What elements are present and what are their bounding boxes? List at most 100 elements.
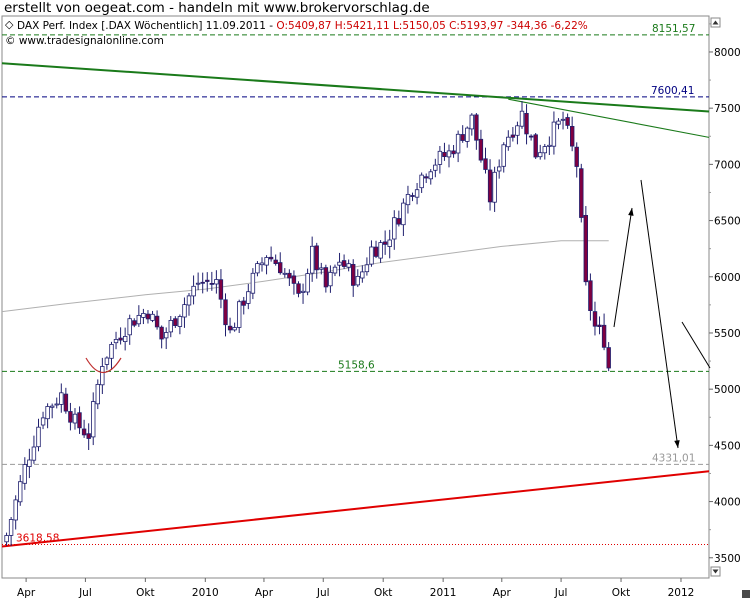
x-tick-label: Jul [78, 587, 92, 599]
candle-body [200, 281, 205, 284]
candle-body [223, 299, 228, 326]
candle-body [127, 318, 132, 336]
candle-body [487, 169, 493, 203]
y-tick-label: 7000 [714, 159, 741, 171]
candle-body [510, 134, 516, 138]
x-tick-label: Okt [612, 587, 630, 599]
x-tick-label: Apr [493, 587, 512, 599]
candle-body [214, 279, 219, 285]
candle-body [570, 126, 575, 147]
candle-body [419, 174, 424, 189]
x-tick-label: Apr [255, 587, 274, 599]
y-tick-label: 5500 [714, 328, 741, 340]
candle-body [13, 499, 18, 521]
level-label: 8151,57 [652, 23, 695, 35]
y-axis: 3500 4000 4500 5000 5500 6000 6500 7000 7500 8000 [709, 23, 741, 565]
candle-body [519, 110, 525, 127]
candle-body [145, 313, 151, 320]
candle-body [159, 326, 164, 340]
candle-body [118, 337, 123, 341]
candle-body [551, 121, 557, 147]
candle-body [428, 171, 433, 180]
candle-body [154, 315, 160, 328]
candle-body [141, 312, 146, 318]
candle-body [337, 261, 342, 266]
candle-body [277, 262, 283, 274]
forecast-up-arrow [613, 207, 633, 328]
candle-body [332, 266, 338, 274]
candles-layer [4, 101, 611, 547]
candle-body [168, 319, 173, 333]
candle-body [565, 117, 570, 126]
trendline-layer [1, 62, 710, 548]
candle-body [583, 214, 588, 283]
candle-body [63, 393, 69, 412]
level-label: 7600,41 [651, 85, 694, 97]
candle-body [538, 152, 543, 158]
scroll-down-button[interactable] [710, 566, 721, 577]
banner-title: erstellt von oegeat.com - handeln mit ww… [4, 0, 430, 16]
candle-body [173, 318, 178, 327]
candle-body [50, 405, 55, 408]
candle-body [433, 164, 438, 171]
candle-body [483, 158, 488, 170]
candle-body [22, 464, 27, 484]
candle-body [542, 146, 547, 154]
candle-body [273, 259, 278, 265]
candle-body [460, 134, 465, 141]
candle-body [501, 144, 506, 167]
candle-body [387, 239, 392, 247]
candle-body [442, 151, 447, 157]
candle-body [59, 392, 64, 405]
candle-body [287, 272, 292, 279]
candle-body [191, 285, 196, 297]
candle-body [4, 535, 9, 543]
level-label: 5158,6 [338, 359, 375, 371]
candle-body [91, 401, 96, 438]
candle-body [392, 217, 397, 240]
candle-body [560, 118, 566, 121]
forecast-line-right [681, 321, 711, 369]
candle-body [177, 316, 183, 327]
highlight-arc [85, 357, 122, 374]
candle-body [250, 272, 256, 294]
y-tick-label: 5000 [714, 384, 741, 396]
y-tick-label: 6500 [714, 216, 741, 228]
candle-body [328, 271, 333, 287]
scroll-up-button[interactable] [710, 17, 721, 28]
y-tick-label: 6000 [714, 272, 741, 284]
candle-body [291, 275, 297, 284]
plot-area [1, 15, 710, 579]
candle-body [8, 519, 14, 536]
candle-body [401, 202, 406, 226]
candle-body [113, 338, 119, 344]
x-tick-label: Okt [374, 587, 392, 599]
candle-body [259, 262, 265, 266]
candle-body [506, 136, 511, 148]
candle-body [405, 193, 411, 206]
candle-body [341, 260, 347, 267]
header-ohlc: O:5409,87 H:5421,11 L:5150,05 C:5193,97 … [276, 20, 587, 32]
candle-body [268, 256, 274, 260]
candle-body [40, 417, 46, 426]
x-tick-label: Apr [17, 587, 36, 599]
candle-body [109, 343, 114, 359]
candle-body [104, 357, 110, 365]
candle-body [547, 144, 552, 147]
trendline-green-short [508, 98, 710, 138]
x-tick-label: Okt [136, 587, 154, 599]
candle-body [437, 150, 443, 165]
x-tick-label: Jul [316, 587, 330, 599]
y-tick-label: 7500 [714, 103, 741, 115]
candle-body [515, 125, 520, 136]
level-label: 4331,01 [652, 452, 695, 464]
candle-body [305, 273, 310, 293]
x-tick-label: 2011 [430, 587, 457, 599]
candle-body [264, 257, 269, 266]
candle-body [36, 426, 41, 448]
candle-body [592, 311, 598, 327]
corner-marker[interactable] [742, 590, 750, 598]
candle-body [45, 406, 50, 420]
